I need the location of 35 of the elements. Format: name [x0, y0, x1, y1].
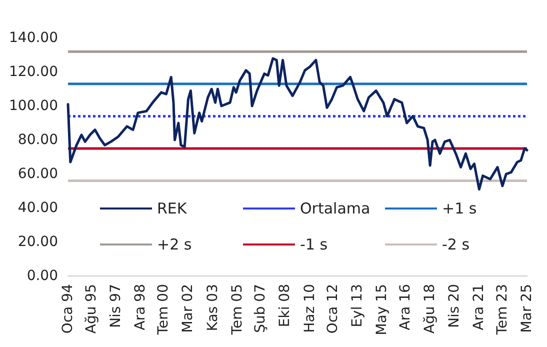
y-tick-label: 60.00 — [18, 166, 58, 182]
legend-label: Ortalama — [300, 200, 370, 218]
x-tick-label: Ara 98 — [132, 284, 148, 330]
x-tick-label: Oca 94 — [60, 284, 76, 334]
y-tick-label: 100.00 — [9, 98, 58, 114]
x-tick-label: Nis 20 — [446, 284, 463, 328]
x-tick-label: Tem 23 — [494, 284, 510, 336]
y-tick-label: 120.00 — [9, 64, 58, 80]
y-tick-label: 0.00 — [26, 268, 58, 284]
y-tick-label: 140.00 — [9, 30, 58, 46]
x-tick-label: Nis 97 — [108, 284, 124, 328]
x-tick-label: Oca 12 — [325, 284, 342, 334]
x-tick-label: Mar 02 — [180, 284, 196, 333]
x-tick-label: Ağu 18 — [422, 284, 438, 334]
x-tick-label: Mar 25 — [519, 284, 535, 333]
x-tick-label: Kas 03 — [204, 284, 221, 332]
legend-label: +1 s — [442, 200, 477, 218]
x-tick-label: Haz 10 — [302, 284, 318, 333]
legend-label: -1 s — [300, 236, 328, 254]
y-tick-label: 40.00 — [18, 200, 58, 216]
x-tick-label: Tem 05 — [229, 284, 246, 336]
x-tick-label: Ağu 95 — [83, 284, 100, 334]
x-tick-label: Eyl 13 — [350, 284, 366, 328]
legend-label: -2 s — [442, 236, 470, 254]
x-tick-label: Eki 08 — [277, 284, 294, 328]
x-tick-label: Ara 21 — [471, 284, 488, 330]
x-tick-label: Şub 07 — [252, 284, 269, 333]
x-tick-label: Tem 00 — [156, 284, 172, 336]
legend-label: REK — [157, 200, 188, 218]
x-tick-label: May 15 — [374, 284, 390, 336]
legend-label: +2 s — [157, 236, 192, 254]
x-tick-label: Ara 16 — [398, 284, 414, 330]
y-tick-label: 80.00 — [18, 132, 58, 148]
y-tick-label: 20.00 — [18, 234, 58, 250]
line-series — [66, 57, 528, 191]
